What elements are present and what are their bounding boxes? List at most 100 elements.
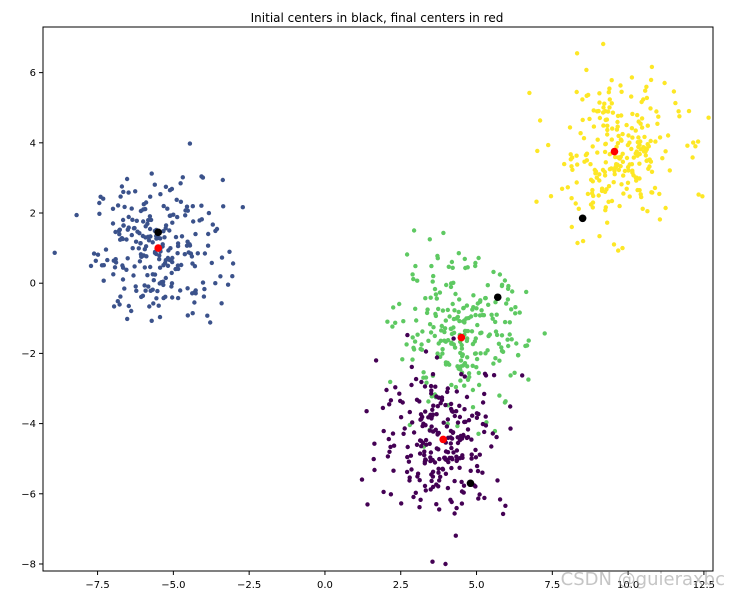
data-point-cluster-3	[414, 397, 420, 402]
data-point-cluster-1	[624, 122, 629, 128]
data-point-cluster-1	[645, 209, 650, 214]
data-point-cluster-0	[146, 284, 151, 289]
data-point-cluster-0	[220, 177, 225, 183]
data-point-cluster-2	[470, 387, 476, 393]
data-point-cluster-2	[453, 291, 458, 297]
data-point-cluster-1	[593, 171, 598, 176]
data-point-cluster-2	[388, 379, 393, 385]
x-tick-label: 2.5	[393, 580, 409, 591]
data-point-cluster-2	[491, 361, 496, 366]
data-point-cluster-2	[385, 319, 390, 324]
data-point-cluster-3	[428, 450, 434, 455]
data-point-cluster-2	[393, 320, 398, 325]
data-point-cluster-3	[468, 468, 473, 473]
data-point-cluster-1	[609, 198, 615, 204]
data-point-cluster-3	[435, 431, 440, 436]
data-point-cluster-3	[423, 488, 428, 493]
final-center-marker	[610, 147, 619, 156]
data-point-cluster-0	[227, 249, 232, 254]
data-point-cluster-3	[508, 426, 513, 431]
data-point-cluster-1	[625, 180, 631, 185]
data-point-cluster-1	[663, 149, 668, 154]
data-point-cluster-0	[97, 211, 102, 216]
data-point-cluster-3	[474, 463, 480, 469]
data-point-cluster-0	[161, 229, 166, 234]
data-point-cluster-0	[192, 264, 198, 269]
data-point-cluster-3	[445, 389, 450, 395]
data-point-cluster-1	[691, 140, 696, 145]
data-point-cluster-3	[397, 391, 402, 396]
data-point-cluster-3	[372, 441, 377, 446]
data-point-cluster-3	[438, 474, 443, 479]
data-point-cluster-2	[465, 364, 470, 369]
data-point-cluster-3	[430, 559, 435, 564]
data-point-cluster-3	[459, 501, 465, 506]
data-point-cluster-1	[667, 168, 672, 173]
data-point-cluster-2	[425, 307, 430, 312]
data-point-cluster-1	[626, 168, 631, 173]
data-point-cluster-3	[469, 437, 474, 442]
data-point-cluster-3	[520, 373, 525, 378]
data-point-cluster-2	[415, 332, 420, 337]
center-markers	[154, 147, 619, 488]
data-point-cluster-2	[451, 342, 456, 347]
data-point-cluster-0	[111, 258, 117, 263]
data-point-cluster-2	[456, 366, 462, 371]
data-point-cluster-1	[631, 155, 636, 160]
y-tick-label: 2	[30, 209, 36, 220]
data-point-cluster-3	[433, 384, 438, 389]
data-point-cluster-0	[143, 235, 148, 240]
data-point-cluster-3	[465, 427, 471, 432]
data-point-cluster-2	[508, 373, 513, 378]
data-point-cluster-1	[611, 242, 617, 247]
data-point-cluster-2	[507, 332, 512, 337]
data-point-cluster-0	[175, 243, 181, 249]
data-point-cluster-1	[615, 141, 621, 146]
data-point-cluster-0	[187, 243, 193, 248]
data-point-cluster-0	[202, 286, 207, 292]
data-point-cluster-2	[477, 299, 483, 304]
data-point-cluster-0	[161, 263, 166, 268]
data-point-cluster-3	[380, 405, 386, 411]
data-point-cluster-1	[639, 125, 645, 130]
data-point-cluster-1	[599, 186, 605, 191]
data-point-cluster-2	[411, 347, 417, 352]
data-point-cluster-3	[400, 400, 405, 405]
data-point-cluster-2	[506, 343, 511, 349]
data-point-cluster-2	[464, 338, 470, 344]
data-point-cluster-1	[584, 67, 589, 73]
initial-center-marker	[578, 214, 587, 223]
data-point-cluster-2	[448, 284, 454, 290]
data-point-cluster-1	[706, 115, 711, 120]
data-point-cluster-3	[430, 412, 435, 417]
data-point-cluster-0	[91, 251, 97, 256]
data-point-cluster-1	[603, 141, 608, 146]
data-point-cluster-2	[493, 356, 498, 361]
data-point-cluster-1	[601, 123, 606, 128]
data-point-cluster-2	[462, 318, 467, 323]
data-point-cluster-2	[451, 330, 457, 335]
data-point-cluster-1	[585, 191, 591, 197]
data-point-cluster-0	[138, 252, 144, 257]
data-point-cluster-3	[419, 379, 424, 385]
data-point-cluster-1	[629, 126, 635, 131]
data-point-cluster-1	[618, 164, 623, 169]
data-point-cluster-1	[620, 245, 625, 251]
data-point-cluster-3	[439, 397, 445, 403]
data-point-cluster-0	[205, 313, 210, 318]
data-point-cluster-3	[454, 389, 459, 394]
data-point-cluster-1	[646, 166, 651, 171]
data-point-cluster-0	[185, 313, 190, 318]
data-point-cluster-3	[393, 385, 398, 390]
data-point-cluster-3	[445, 386, 450, 391]
data-point-cluster-0	[122, 286, 127, 291]
data-point-cluster-0	[138, 241, 143, 246]
data-point-cluster-2	[462, 256, 467, 262]
data-point-cluster-1	[629, 162, 635, 167]
data-point-cluster-1	[596, 108, 601, 114]
data-point-cluster-0	[158, 236, 163, 241]
data-point-cluster-3	[430, 469, 436, 474]
data-point-cluster-1	[641, 145, 646, 150]
data-point-cluster-3	[462, 374, 467, 379]
data-point-cluster-0	[154, 236, 159, 241]
